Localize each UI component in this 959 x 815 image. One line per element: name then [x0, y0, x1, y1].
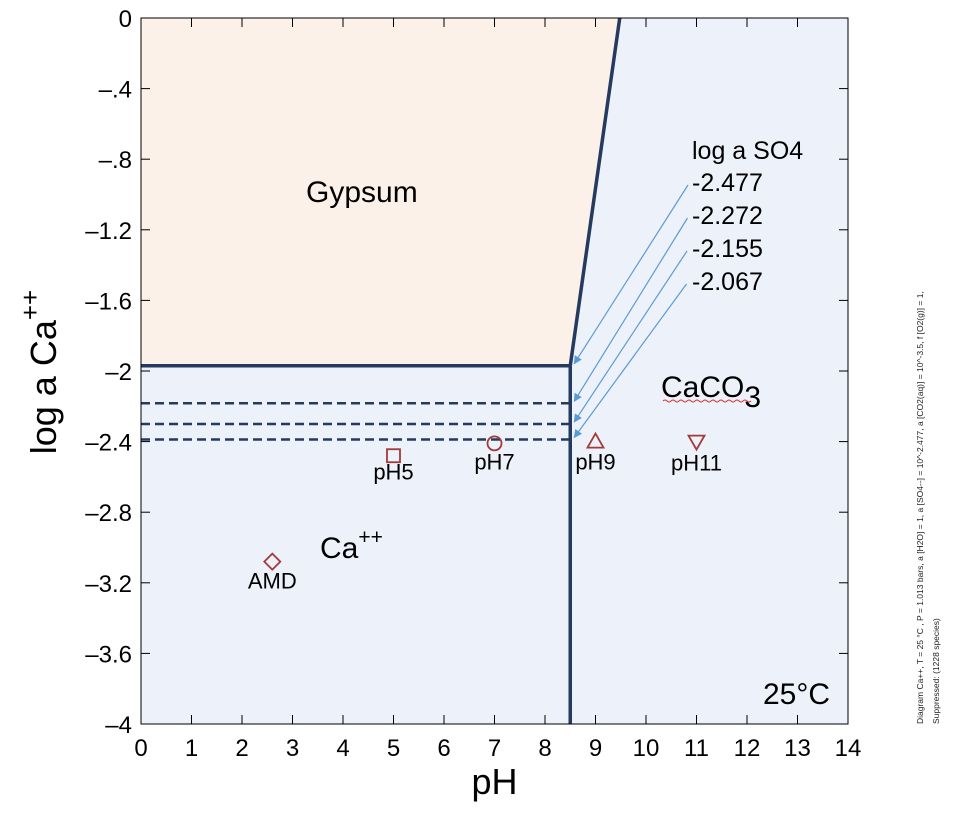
x-tick-label: 10: [633, 735, 660, 762]
x-tick-label: 13: [784, 735, 811, 762]
x-tick-label: 3: [286, 735, 299, 762]
x-tick-label: 14: [835, 735, 862, 762]
sample-marker-circle: [486, 435, 503, 452]
y-axis-label: log a Ca++: [15, 290, 64, 454]
sample-marker-square: [386, 448, 401, 464]
sulfate-arrow-1: [573, 184, 689, 365]
y-tick-label: –.8: [99, 147, 132, 174]
sample-label: pH11: [671, 451, 722, 476]
y-tick-label: –.4: [99, 77, 132, 104]
suppressed-line: Suppressed: (1228 species): [931, 618, 941, 724]
sample-marker-triangle-down: [686, 434, 707, 452]
field-label-ca: Ca++: [320, 526, 383, 565]
y-axis-label-main: log a Ca: [23, 319, 64, 454]
y-tick-label: –2.8: [85, 500, 132, 527]
sulfate-arrow-3: [573, 250, 688, 423]
sample-label: AMD: [248, 569, 297, 594]
x-tick-label: 1: [185, 735, 198, 762]
x-tick-label: 8: [538, 735, 551, 762]
x-tick-label: 4: [336, 735, 349, 762]
sample-label: pH7: [474, 449, 514, 474]
field-label-caco3-sub: 3: [744, 381, 761, 414]
x-tick-label: 0: [134, 735, 147, 762]
field-label-caco3-main: CaCO: [661, 371, 744, 404]
y-tick-label: 0: [119, 6, 132, 33]
sulfate-value-label: -2.477: [692, 169, 763, 197]
sulfate-arrow-2: [573, 217, 689, 403]
field-label-ca-main: Ca: [320, 532, 359, 565]
sample-label: pH5: [373, 460, 413, 485]
y-axis-label-sup: ++: [15, 290, 45, 320]
field-label-gypsum: Gypsum: [306, 176, 418, 209]
sample-marker-diamond: [263, 552, 282, 571]
boundary-gypsum-caco3: [568, 17, 622, 366]
conditions-line: Diagram Ca++, T = 25 °C , P = 1.013 bars…: [915, 291, 925, 724]
x-tick-label: 5: [387, 735, 400, 762]
sulfate-arrow-4: [573, 283, 687, 439]
y-tick-label: –3.6: [85, 641, 132, 668]
x-tick-label: 2: [235, 735, 248, 762]
sulfate-value-label: -2.155: [692, 235, 763, 263]
y-tick-label: –3.2: [85, 571, 132, 598]
spellcheck-underline: [662, 399, 752, 403]
y-tick-label: –2.4: [85, 430, 132, 457]
field-gypsum: [141, 18, 620, 366]
sulfate-value-label: -2.067: [692, 268, 763, 296]
sulfate-value-label: -2.272: [692, 202, 763, 230]
sample-label: pH9: [575, 450, 615, 475]
x-tick-label: 9: [589, 735, 602, 762]
x-axis-label: pH: [471, 761, 517, 802]
y-tick-label: –2: [105, 359, 132, 386]
y-tick-label: –1.6: [85, 288, 132, 315]
field-label-caco3: CaCO3: [661, 371, 761, 414]
x-tick-label: 7: [488, 735, 501, 762]
diagram-conditions-note: Diagram Ca++, T = 25 °C , P = 1.013 bars…: [912, 124, 944, 724]
sulfate-annotation-title: log a SO4: [692, 137, 803, 165]
field-label-ca-sup: ++: [358, 526, 383, 549]
temperature-label: 25°C: [763, 678, 830, 711]
y-tick-label: –4: [105, 712, 132, 739]
x-tick-label: 11: [684, 735, 709, 762]
x-tick-label: 12: [734, 735, 761, 762]
x-tick-label: 6: [437, 735, 450, 762]
sample-marker-triangle-up: [585, 431, 606, 449]
y-tick-label: –1.2: [85, 218, 132, 245]
